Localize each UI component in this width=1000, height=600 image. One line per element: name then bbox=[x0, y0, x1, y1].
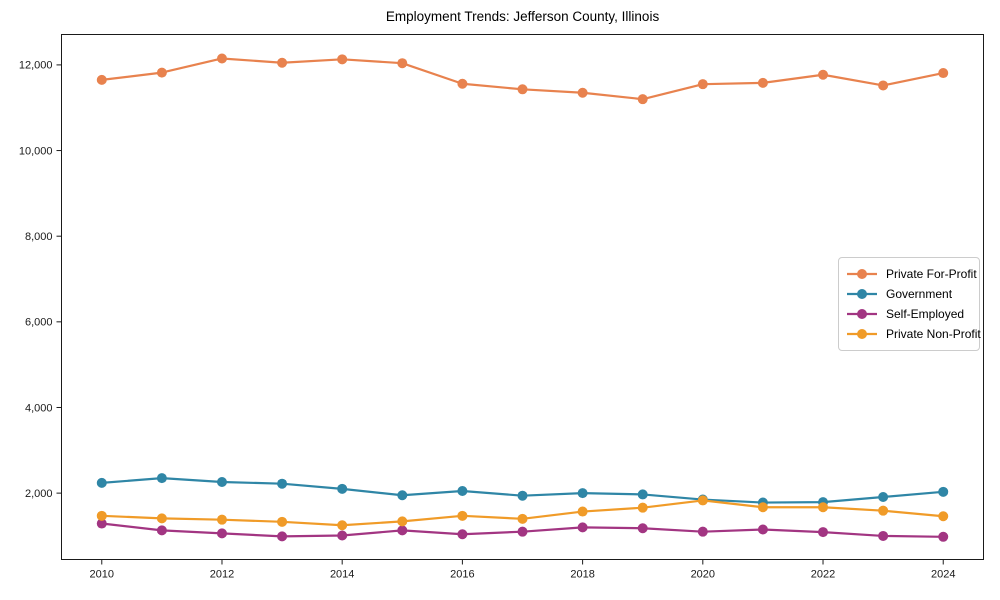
data-point-marker bbox=[697, 526, 708, 537]
data-point-marker bbox=[397, 525, 408, 536]
data-point-marker bbox=[216, 528, 227, 539]
data-point-marker bbox=[637, 489, 648, 500]
data-point-marker bbox=[938, 486, 949, 497]
data-point-marker bbox=[397, 58, 408, 69]
data-point-marker bbox=[637, 502, 648, 513]
y-tick-label: 2,000 bbox=[25, 488, 53, 500]
data-point-marker bbox=[96, 477, 107, 488]
data-point-marker bbox=[517, 526, 528, 537]
data-point-marker bbox=[216, 514, 227, 525]
y-tick-label: 4,000 bbox=[25, 402, 53, 414]
chart-title: Employment Trends: Jefferson County, Ill… bbox=[386, 9, 660, 24]
data-point-marker bbox=[156, 473, 167, 484]
data-point-marker bbox=[637, 94, 648, 105]
data-point-marker bbox=[457, 78, 468, 89]
data-point-marker bbox=[637, 523, 648, 534]
data-point-marker bbox=[697, 79, 708, 90]
x-tick-label: 2018 bbox=[570, 569, 594, 581]
legend-entry-government: Government bbox=[846, 285, 971, 303]
data-point-marker bbox=[757, 524, 768, 535]
data-point-marker bbox=[577, 506, 588, 517]
legend-entry-private-non-profit: Private Non-Profit bbox=[846, 325, 981, 343]
data-point-marker bbox=[457, 529, 468, 540]
data-point-marker bbox=[818, 502, 829, 513]
legend-entry-private-for-profit: Private For-Profit bbox=[846, 265, 977, 283]
data-point-marker bbox=[517, 490, 528, 501]
y-tick-label: 10,000 bbox=[19, 145, 53, 157]
legend-label: Private For-Profit bbox=[886, 267, 977, 281]
data-point-marker bbox=[156, 67, 167, 78]
x-tick-label: 2022 bbox=[811, 569, 835, 581]
x-tick-label: 2010 bbox=[90, 569, 114, 581]
data-point-marker bbox=[757, 502, 768, 513]
data-point-marker bbox=[96, 518, 107, 529]
data-point-marker bbox=[517, 513, 528, 524]
plot-area: 2,000 4,000 6,000 8,000 10,000 12,000 2010 2012… bbox=[19, 34, 984, 581]
y-tick-label: 6,000 bbox=[25, 317, 53, 329]
data-point-marker bbox=[577, 488, 588, 499]
data-point-marker bbox=[938, 511, 949, 522]
data-point-marker bbox=[878, 505, 889, 516]
axes-spines bbox=[61, 34, 984, 560]
x-tick-label: 2012 bbox=[210, 569, 234, 581]
x-tick-label: 2016 bbox=[450, 569, 474, 581]
data-point-marker bbox=[878, 491, 889, 502]
data-point-marker bbox=[277, 516, 288, 527]
data-point-marker bbox=[878, 530, 889, 541]
data-point-marker bbox=[216, 476, 227, 487]
legend: Private For-Profit Government Self-Employe… bbox=[838, 257, 981, 351]
data-point-marker bbox=[818, 69, 829, 80]
legend-label: Private Non-Profit bbox=[886, 327, 981, 341]
legend-marker-icon bbox=[847, 329, 877, 339]
data-point-marker bbox=[697, 495, 708, 506]
data-point-marker bbox=[757, 77, 768, 88]
data-point-marker bbox=[337, 54, 348, 65]
y-tick-label: 8,000 bbox=[25, 231, 53, 243]
data-point-marker bbox=[457, 485, 468, 496]
data-point-marker bbox=[577, 87, 588, 98]
legend-marker-icon bbox=[847, 289, 877, 299]
data-point-marker bbox=[277, 478, 288, 489]
legend-marker-icon bbox=[847, 269, 877, 279]
data-point-marker bbox=[818, 527, 829, 538]
data-point-marker bbox=[517, 84, 528, 95]
data-point-marker bbox=[216, 53, 227, 64]
data-point-marker bbox=[337, 483, 348, 494]
data-point-marker bbox=[96, 74, 107, 85]
data-point-marker bbox=[156, 513, 167, 524]
data-point-marker bbox=[397, 490, 408, 501]
data-point-marker bbox=[457, 510, 468, 521]
data-point-marker bbox=[938, 68, 949, 79]
data-point-marker bbox=[397, 516, 408, 527]
data-point-marker bbox=[156, 525, 167, 536]
legend-entry-self-employed: Self-Employed bbox=[846, 305, 971, 323]
x-tick-label: 2020 bbox=[691, 569, 715, 581]
data-point-marker bbox=[277, 531, 288, 542]
data-point-marker bbox=[577, 522, 588, 533]
data-point-marker bbox=[337, 520, 348, 531]
legend-label: Government bbox=[886, 287, 953, 301]
data-point-marker bbox=[277, 57, 288, 68]
data-point-marker bbox=[878, 80, 889, 91]
data-point-marker bbox=[96, 510, 107, 521]
legend-marker-icon bbox=[847, 309, 877, 319]
data-point-marker bbox=[337, 530, 348, 541]
y-tick-label: 12,000 bbox=[19, 60, 53, 72]
legend-label: Self-Employed bbox=[886, 307, 965, 321]
x-tick-label: 2024 bbox=[931, 569, 955, 581]
x-tick-label: 2014 bbox=[330, 569, 354, 581]
data-point-marker bbox=[938, 531, 949, 542]
